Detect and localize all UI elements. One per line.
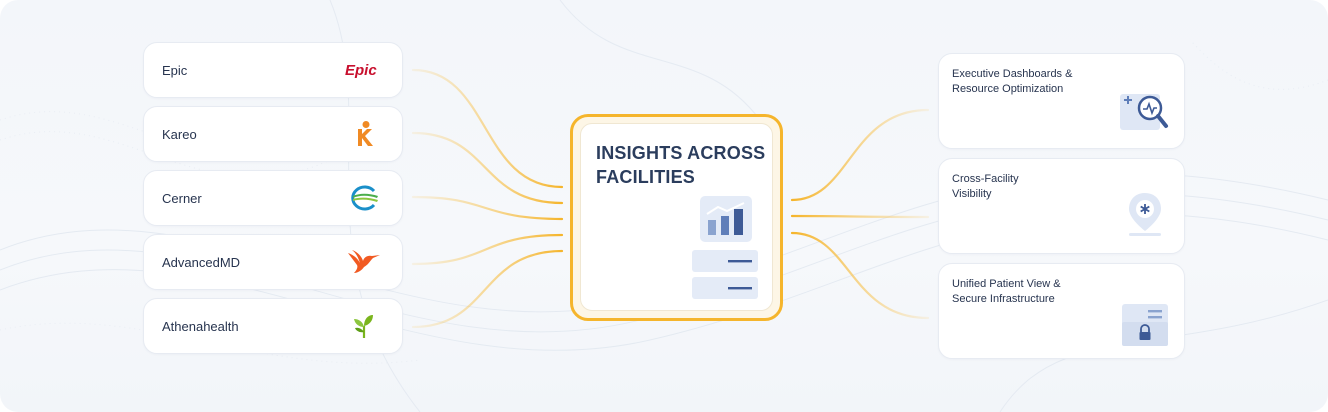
output-card-dashboards: Executive Dashboards & Resource Optimiza… [938,53,1185,149]
source-label: AdvancedMD [162,254,241,270]
connector-athenahealth [411,249,564,329]
output-card-unified: Unified Patient View & Secure Infrastruc… [938,263,1185,359]
connector-advancedmd [411,233,564,266]
secure-folder-icon [1122,304,1168,346]
connector-epic [411,68,564,189]
connector-dashboards [790,108,930,202]
advancedmd-logo [344,246,384,278]
connector-unified [790,231,930,320]
source-label: Epic [162,62,188,78]
output-label: Executive Dashboards & Resource Optimiza… [952,68,1073,95]
cerner-logo [344,182,384,214]
hub-title: INSIGHTS ACROSS FACILITIES [596,143,766,187]
source-card-epic: Epic Epic [143,42,403,98]
connector-cerner [411,195,564,221]
output-connectors [790,108,930,320]
dashboard-magnifier-icon [1120,94,1168,130]
source-card-athenahealth: Athenahealth [143,298,403,354]
bar-chart-icon [700,196,752,242]
output-card-visibility: Cross-Facility Visibility [938,158,1185,254]
source-label: Athenahealth [162,318,239,334]
connector-kareo [411,131,564,205]
source-card-advancedmd: AdvancedMD [143,234,403,290]
source-connectors [411,68,564,329]
output-label: Cross-Facility Visibility [952,173,1019,200]
epic-logo-text: Epic [345,62,377,79]
location-pin-icon [1129,193,1161,236]
source-label: Kareo [162,126,197,142]
connector-visibility [790,214,930,219]
output-label: Unified Patient View & Secure Infrastruc… [952,278,1061,305]
list-panel-icon [692,250,758,299]
epic-logo: Epic [344,54,384,86]
source-card-kareo: Kareo [143,106,403,162]
kareo-logo [344,118,384,150]
source-label: Cerner [162,190,202,206]
athenahealth-logo [344,310,384,342]
source-card-cerner: Cerner [143,170,403,226]
